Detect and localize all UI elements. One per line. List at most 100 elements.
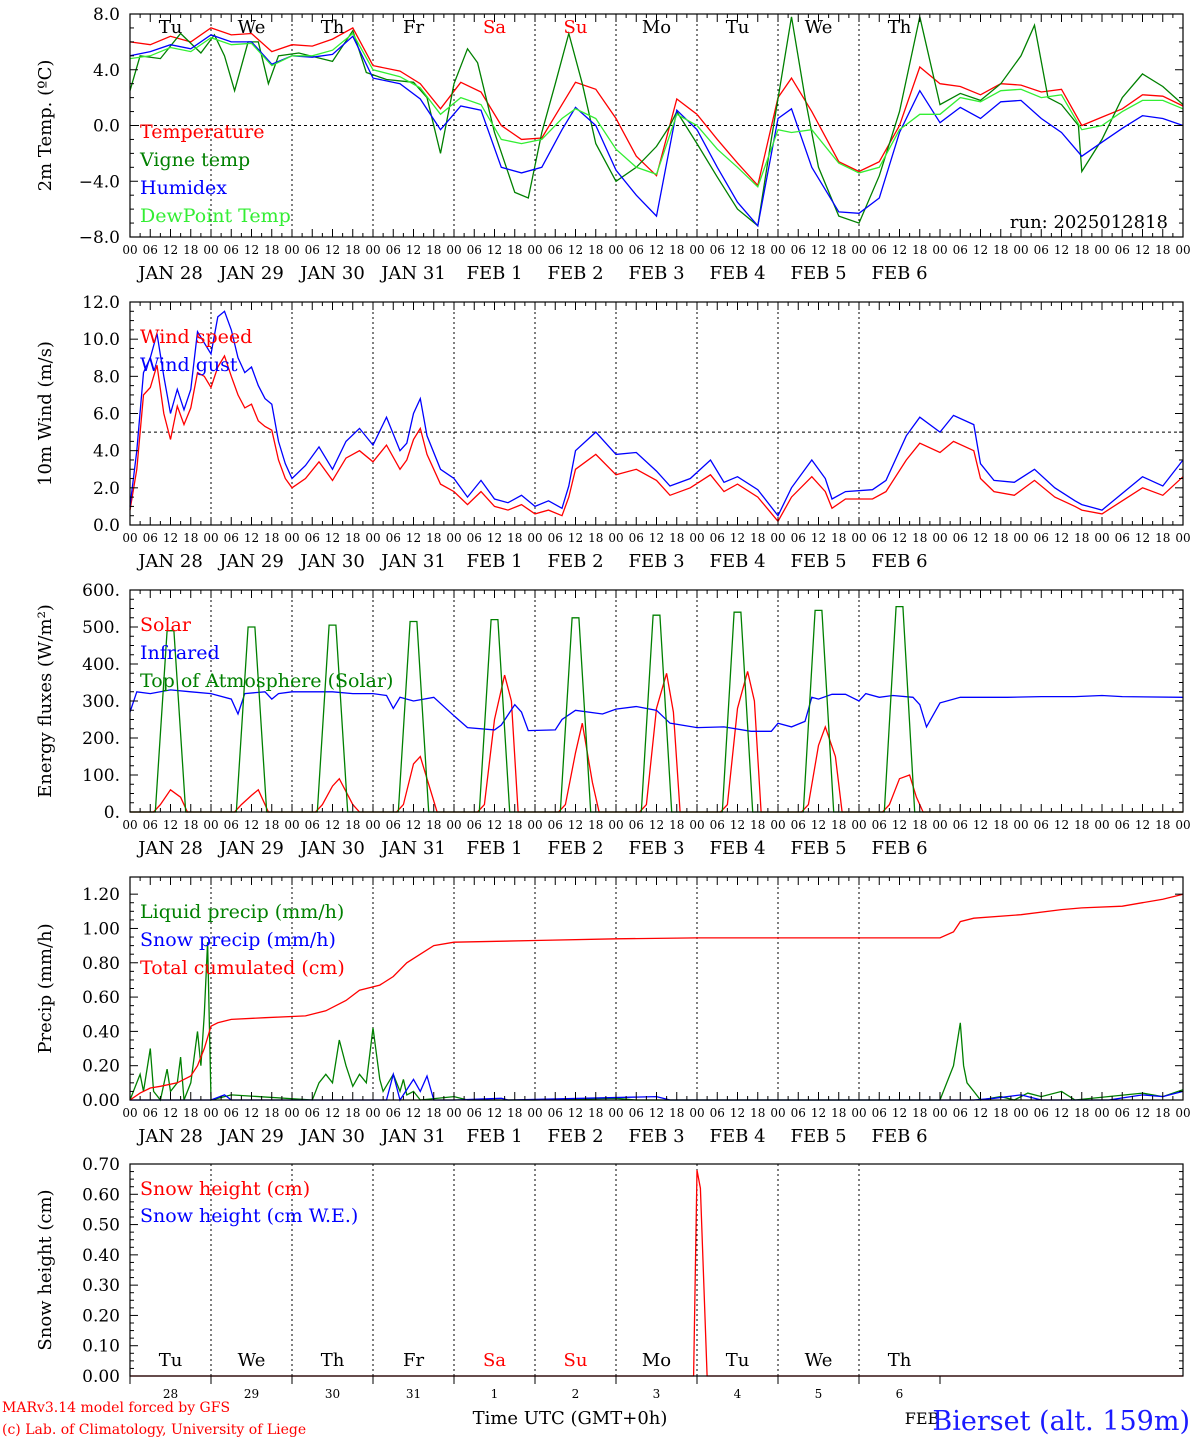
x-hour-label: 06: [791, 818, 806, 832]
x-hour-label: 00: [851, 531, 866, 545]
x-hour-label: 00: [284, 1106, 299, 1120]
x-hour-label: 18: [831, 243, 846, 257]
x-hour-label: 12: [1135, 531, 1150, 545]
x-day-number: 2: [572, 1387, 580, 1401]
y-tick-label: −8.0: [79, 228, 120, 248]
y-axis-label: 2m Temp. (ºC): [35, 60, 56, 192]
run-label: run: 2025012818: [1010, 212, 1168, 233]
x-hour-label: 18: [831, 531, 846, 545]
x-hour-label: 18: [588, 818, 603, 832]
x-hour-label: 18: [183, 818, 198, 832]
x-hour-label: 18: [669, 818, 684, 832]
x-hour-label: 18: [669, 243, 684, 257]
x-dow-label: Th: [321, 17, 345, 38]
x-day-number: 28: [163, 1387, 178, 1401]
x-hour-label: 00: [122, 531, 137, 545]
x-hour-label: 12: [487, 243, 502, 257]
x-hour-label: 06: [143, 1106, 158, 1120]
x-hour-label: 00: [932, 818, 947, 832]
x-dow-label: Mo: [642, 17, 671, 38]
x-hour-label: 00: [689, 243, 704, 257]
y-tick-label: 1.20: [82, 885, 120, 905]
y-tick-label: 8.0: [93, 5, 120, 25]
x-hour-label: 18: [1155, 243, 1170, 257]
x-hour-label: 18: [183, 243, 198, 257]
legend-entry: Liquid precip (mm/h): [140, 901, 344, 923]
x-hour-label: 00: [770, 818, 785, 832]
x-hour-label: 06: [305, 818, 320, 832]
x-hour-label: 06: [953, 531, 968, 545]
x-date-label: FEB 6: [871, 263, 927, 284]
x-date-label: JAN 28: [136, 838, 203, 859]
y-tick-label: 0.50: [82, 1216, 120, 1236]
y-tick-label: 0.20: [82, 1057, 120, 1077]
x-dow-label: Sa: [483, 1350, 506, 1371]
x-hour-label: 18: [993, 531, 1008, 545]
x-hour-label: 06: [872, 818, 887, 832]
y-tick-label: 0.30: [82, 1276, 120, 1296]
x-hour-label: 18: [831, 818, 846, 832]
x-hour-label: 12: [1054, 818, 1069, 832]
x-hour-label: 12: [649, 818, 664, 832]
x-day-number: 6: [896, 1387, 904, 1401]
x-hour-label: 00: [446, 818, 461, 832]
x-hour-label: 06: [1034, 243, 1049, 257]
x-date-label: FEB 5: [790, 263, 846, 284]
x-hour-label: 18: [345, 1106, 360, 1120]
footer-lab-credit: (c) Lab. of Climatology, University of L…: [2, 1422, 306, 1438]
legend-entry: Vigne temp: [139, 149, 250, 171]
x-date-label: JAN 29: [217, 1126, 284, 1147]
y-axis-label: Precip (mm/h): [35, 923, 56, 1053]
x-hour-label: 06: [386, 243, 401, 257]
x-hour-label: 18: [264, 243, 279, 257]
x-dow-label: We: [805, 17, 833, 38]
x-hour-label: 18: [1074, 243, 1089, 257]
x-dow-label: Fr: [403, 17, 424, 38]
x-date-label: JAN 29: [217, 838, 284, 859]
x-hour-label: 18: [750, 1106, 765, 1120]
x-hour-label: 06: [143, 531, 158, 545]
x-hour-label: 12: [811, 1106, 826, 1120]
x-hour-label: 12: [730, 243, 745, 257]
legend-entry: Solar: [140, 614, 192, 636]
x-hour-label: 00: [284, 531, 299, 545]
y-tick-label: 2.0: [93, 479, 120, 499]
series-line-snow-height-cm-: [130, 1169, 1183, 1377]
x-hour-label: 00: [284, 243, 299, 257]
plot-frame: [129, 301, 1184, 526]
x-dow-label: We: [238, 17, 266, 38]
x-hour-label: 18: [345, 531, 360, 545]
y-tick-label: 0.40: [82, 1246, 120, 1266]
x-hour-label: 18: [426, 1106, 441, 1120]
legend-entry: Wind gust: [140, 354, 238, 376]
x-date-label: FEB 4: [709, 263, 765, 284]
x-hour-label: 18: [507, 818, 522, 832]
x-hour-label: 12: [163, 531, 178, 545]
x-hour-label: 12: [892, 1106, 907, 1120]
x-hour-label: 06: [1115, 243, 1130, 257]
x-hour-label: 12: [325, 531, 340, 545]
x-dow-label: Tu: [726, 1350, 750, 1371]
x-hour-label: 18: [750, 243, 765, 257]
x-hour-label: 12: [325, 243, 340, 257]
x-hour-label: 18: [426, 243, 441, 257]
x-hour-label: 06: [872, 1106, 887, 1120]
x-day-number: 30: [325, 1387, 340, 1401]
x-hour-label: 00: [689, 1106, 704, 1120]
x-date-label: JAN 31: [379, 551, 446, 572]
x-hour-label: 06: [548, 531, 563, 545]
x-hour-label: 06: [548, 818, 563, 832]
x-hour-label: 18: [183, 1106, 198, 1120]
x-hour-label: 12: [568, 1106, 583, 1120]
y-axis-label: 10m Wind (m/s): [35, 341, 56, 486]
x-hour-label: 00: [770, 1106, 785, 1120]
x-hour-label: 06: [1115, 818, 1130, 832]
y-tick-label: 0.00: [82, 1091, 120, 1111]
x-hour-label: 12: [811, 243, 826, 257]
x-dow-label: We: [238, 1350, 266, 1371]
x-hour-label: 06: [791, 243, 806, 257]
x-hour-label: 12: [892, 531, 907, 545]
x-hour-label: 12: [973, 818, 988, 832]
x-dow-label: Th: [888, 17, 912, 38]
